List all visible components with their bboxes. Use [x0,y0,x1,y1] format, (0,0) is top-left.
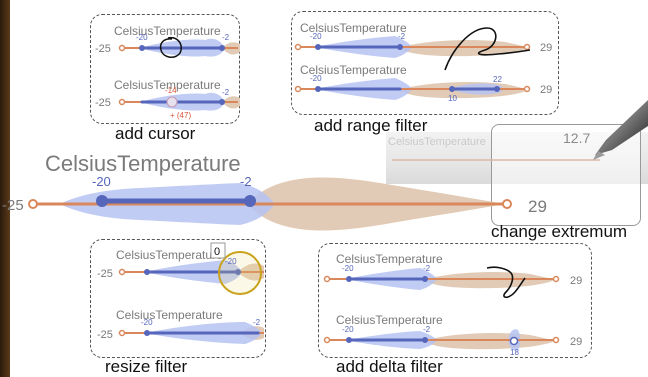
range-panel [291,11,559,115]
resize-row2-min: -25 [97,329,113,341]
main-range-high-label: -2 [240,174,252,189]
resize-row1-min: -25 [97,268,113,280]
caption-resize-filter: resize filter [105,357,188,376]
resize-row2-title: CelsiusTemperature [116,308,223,322]
caption-change-extremum: change extremum [491,222,628,241]
range-row2-lo: -20 [310,74,322,83]
extremum-new-max-label: 12.7 [563,130,590,146]
delta-row1-slider[interactable] [323,268,560,290]
cursor-delta-text: + (47) [170,111,191,120]
resize-row1-lo: -20 [225,257,237,266]
delta-row2-title: CelsiusTemperature [336,313,443,327]
range-row2-slider[interactable] [294,78,531,100]
delta-row1-hi: -2 [423,264,431,273]
resize-badge-box [210,242,226,259]
caption-add-cursor: add cursor [115,124,196,143]
cursor-row2-slider[interactable] [118,92,241,111]
caption-add-delta-filter: add delta filter [336,357,443,376]
range-filter-high-handle[interactable] [494,86,500,92]
cursor-value: -14 [165,86,177,95]
resize-row2-slider[interactable] [118,322,265,344]
main-range-low-handle[interactable] [96,195,108,207]
delta-row2-lo: -20 [342,325,354,334]
main-slider[interactable] [28,177,512,231]
photo-edge [0,0,10,377]
main-min-label: -25 [2,197,24,214]
delta-row1-max: 29 [570,275,582,287]
main-max-handle[interactable] [502,199,512,209]
stylus-pen [593,100,648,160]
resize-row1-slider[interactable] [118,251,265,295]
cursor-row2-title: CelsiusTemperature [114,78,221,92]
main-min-handle[interactable] [28,199,38,209]
delta-row1-lo: -20 [342,264,354,273]
cursor-hand-circle [159,36,182,58]
main-range-low-label: -20 [92,174,111,189]
caption-add-range-filter: add range filter [314,116,428,135]
range-row1-title: CelsiusTemperature [300,21,407,35]
resize-row1-title: CelsiusTemperature [116,248,223,262]
cursor-row1-min: -25 [95,43,111,55]
resize-grab-circle[interactable] [218,251,262,295]
cursor-row1-title: CelsiusTemperature [114,24,221,38]
range-hand-stroke [444,27,531,71]
range-row2-f-lo: 10 [448,94,457,103]
range-row2-title: CelsiusTemperature [300,63,407,77]
resize-badge: 0 [214,246,220,258]
range-filter-low-handle[interactable] [449,86,455,92]
delta-value: 18 [510,348,519,357]
delta-row2-hi: -2 [423,325,431,334]
delta-hand-stroke [486,266,526,299]
cursor-row1-lo: -20 [136,33,148,42]
delta-row1-title: CelsiusTemperature [336,252,443,266]
delta-row2-slider[interactable] [323,329,560,351]
main-title: CelsiusTemperature [45,151,241,176]
resize-row2-lo: -20 [141,318,153,327]
range-row1-lo: -20 [310,32,322,41]
range-row2-max: 29 [540,84,552,96]
cursor-row2-min: -25 [95,97,111,109]
delta-marker[interactable] [509,336,519,346]
range-row1-hi: -2 [398,32,406,41]
extremum-faded-title: CelsiusTemperature [388,136,486,148]
cursor-row1-hi: -2 [222,33,230,42]
cursor-marker[interactable] [166,96,178,108]
cursor-row2-hi: -2 [222,88,230,97]
range-row1-max: 29 [540,42,552,54]
main-max-label: 29 [528,197,547,216]
range-row2-f-hi: 22 [493,75,502,84]
delta-row2-max: 29 [570,336,582,348]
range-row1-slider[interactable] [294,36,531,58]
resize-row2-hi: -2 [253,318,261,327]
main-range-high-handle[interactable] [244,195,256,207]
